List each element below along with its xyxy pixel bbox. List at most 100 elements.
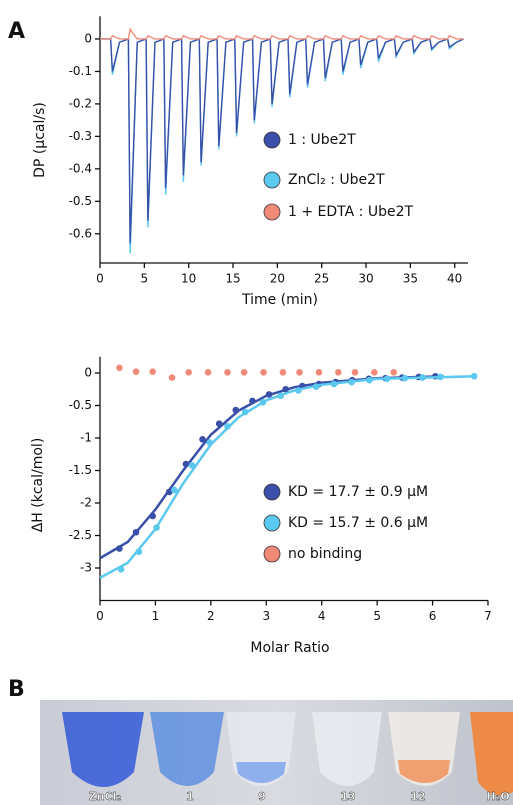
x-tick-label: 3 — [262, 609, 270, 623]
trace — [100, 37, 464, 254]
y-tick-label: -0.2 — [69, 96, 92, 110]
legend-label: ZnCl₂ : Ube2T — [288, 172, 385, 188]
point — [117, 566, 125, 573]
tube-liquid — [236, 762, 286, 783]
x-tick-label: 5 — [141, 272, 149, 286]
legend-marker — [263, 131, 281, 149]
y-tick-label: -2.5 — [69, 528, 92, 542]
point — [401, 374, 409, 382]
point — [296, 369, 303, 376]
y-tick-label: 0 — [84, 31, 92, 45]
panel-label: A — [8, 19, 25, 44]
legend-marker — [263, 545, 281, 563]
x-tick-label: 20 — [270, 272, 285, 286]
y-tick-label: -0.1 — [69, 64, 92, 78]
x-tick-label: 15 — [225, 272, 240, 286]
point — [135, 548, 143, 556]
legend-marker — [263, 514, 281, 532]
y-tick-label: -0.6 — [69, 226, 92, 240]
point — [168, 374, 176, 381]
point — [282, 385, 289, 393]
photo-label: 9 — [258, 790, 266, 803]
legend-label: KD = 17.7 ± 0.9 μM — [288, 484, 428, 500]
point — [383, 375, 391, 383]
point — [170, 486, 178, 494]
point — [351, 369, 359, 376]
x-tick-label: 0 — [96, 272, 104, 286]
tube — [62, 712, 144, 787]
point — [277, 392, 284, 400]
point — [470, 372, 478, 380]
x-tick-label: 1 — [152, 609, 160, 623]
point — [330, 380, 338, 388]
point — [204, 369, 212, 376]
point — [241, 408, 249, 416]
point — [240, 369, 248, 376]
point — [260, 369, 267, 376]
x-tick-label: 4 — [318, 609, 326, 623]
point — [165, 488, 173, 496]
fit-curve — [99, 375, 477, 579]
point — [371, 369, 378, 376]
legend-marker — [263, 203, 281, 221]
point — [335, 369, 342, 376]
y-tick-label: -0.3 — [69, 129, 92, 143]
photo-label: H₂O — [486, 790, 509, 803]
legend-label: no binding — [288, 546, 362, 562]
y-axis-label: DP (μcal/s) — [32, 102, 48, 178]
y-tick-label: -1 — [80, 431, 92, 445]
x-tick-label: 25 — [314, 272, 329, 286]
point — [116, 364, 123, 372]
x-tick-label: 6 — [429, 609, 437, 623]
panel-label: B — [8, 677, 25, 702]
photo-label: ZnCl₂ — [89, 790, 122, 803]
tube-liquid — [398, 760, 450, 783]
y-tick-label: -1.5 — [69, 463, 92, 477]
point — [116, 545, 123, 552]
point — [182, 460, 190, 468]
x-tick-label: 10 — [181, 272, 196, 286]
point — [132, 528, 140, 536]
y-tick-label: -0.5 — [69, 398, 92, 412]
legend-marker — [263, 171, 281, 189]
point — [265, 391, 273, 398]
point — [199, 436, 206, 443]
point — [224, 423, 231, 430]
x-tick-label: 35 — [403, 272, 418, 286]
legend-label: KD = 15.7 ± 0.6 μM — [288, 515, 428, 531]
y-tick-label: -2 — [80, 496, 92, 510]
point — [279, 369, 287, 376]
x-tick-label: 5 — [373, 609, 381, 623]
x-tick-label: 2 — [207, 609, 215, 623]
point — [232, 406, 240, 414]
y-tick-label: -0.5 — [69, 194, 92, 208]
point — [249, 397, 256, 405]
photo-label: 13 — [340, 790, 355, 803]
trace — [100, 27, 464, 40]
y-tick-label: -3 — [80, 561, 92, 575]
photo — [40, 700, 513, 805]
y-tick-label: -0.4 — [69, 161, 92, 175]
photo-label: 12 — [410, 790, 425, 803]
point — [390, 369, 398, 376]
x-tick-label: 7 — [484, 609, 492, 623]
tube — [150, 712, 224, 786]
x-tick-label: 40 — [447, 272, 462, 286]
point — [153, 524, 160, 531]
photo-label: 1 — [186, 790, 194, 803]
y-tick-label: 0 — [84, 366, 92, 380]
point — [132, 368, 140, 376]
tube — [470, 712, 513, 796]
point — [206, 439, 214, 446]
point — [224, 369, 231, 376]
legend-label: 1 + EDTA : Ube2T — [288, 204, 413, 220]
point — [188, 462, 196, 469]
point — [259, 398, 267, 406]
point — [149, 512, 156, 520]
point — [185, 369, 192, 376]
point — [348, 378, 355, 386]
x-axis-label: Molar Ratio — [250, 640, 329, 656]
x-tick-label: 0 — [96, 609, 104, 623]
x-tick-label: 30 — [358, 272, 373, 286]
